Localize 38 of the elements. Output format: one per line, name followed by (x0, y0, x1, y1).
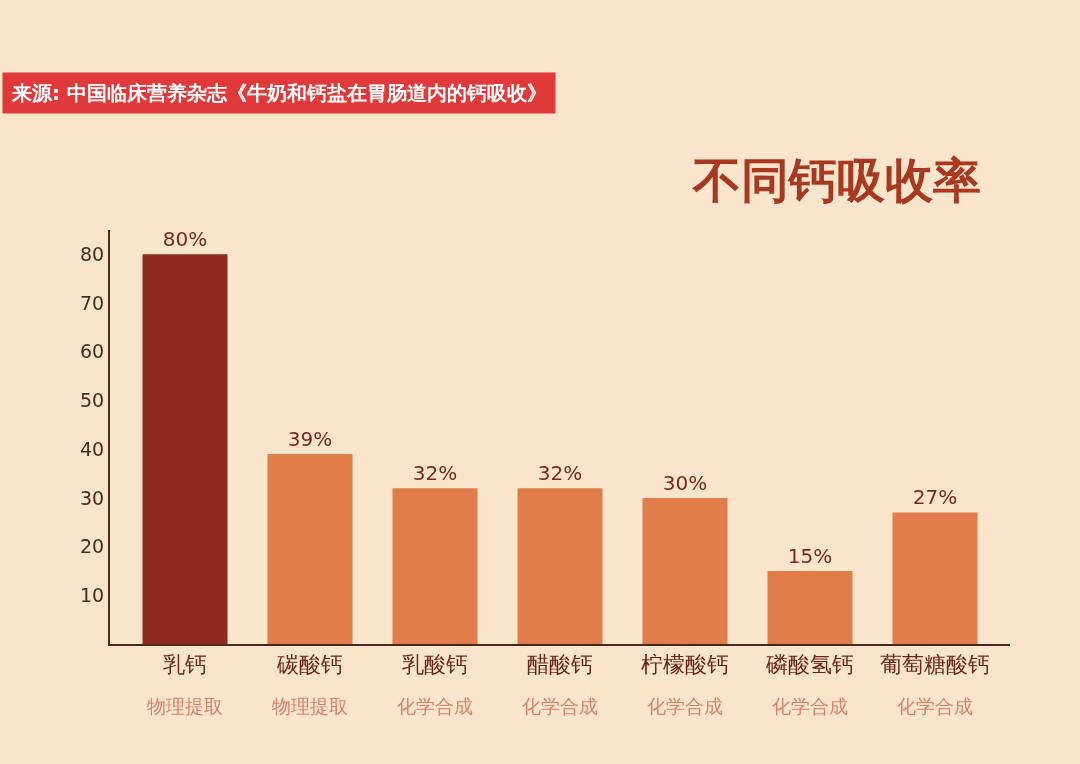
text: 化学合成 (522, 695, 598, 717)
x-tick-label: 乳钙 (163, 652, 207, 678)
text: 化学合成 (397, 695, 473, 717)
y-tick-label: 60 (80, 340, 105, 363)
y-tick-label: 40 (80, 437, 105, 460)
data-label: 30% (662, 470, 708, 495)
bar (267, 454, 353, 644)
y-tick-label: 50 (80, 389, 105, 412)
text: 物理提取 (272, 695, 348, 717)
text: 化学合成 (772, 695, 848, 717)
data-label: 39% (287, 427, 333, 452)
text: 化学合成 (897, 695, 973, 717)
bar (142, 254, 228, 644)
y-tick-label: 20 (80, 535, 105, 558)
data-label: 27% (912, 485, 958, 510)
data-label: 32% (537, 461, 583, 486)
bar (892, 512, 978, 644)
x-tick-label: 醋酸钙 (527, 652, 593, 678)
y-tick-label: 80 (80, 243, 105, 265)
data-label: 15% (787, 543, 833, 568)
text: 化学合成 (647, 695, 723, 717)
text: 物理提取 (147, 695, 223, 717)
data-label: 32% (412, 461, 458, 486)
y-tick-label: 10 (80, 583, 105, 606)
x-tick-label: 碳酸钙 (276, 652, 343, 678)
bar (642, 497, 728, 644)
y-tick-label: 70 (80, 291, 105, 314)
x-tick-label: 柠檬酸钙 (641, 652, 729, 678)
bar (767, 570, 853, 644)
x-tick-label: 乳酸钙 (402, 652, 468, 678)
bar (517, 488, 603, 644)
x-tick-label: 磷酸氢钙 (765, 652, 854, 678)
data-label: 80% (162, 227, 208, 252)
y-tick-label: 30 (80, 486, 105, 509)
source-note: 来源: 中国临床营养杂志《牛奶和钙盐在胃肠道内的钙吸收》 (11, 81, 547, 105)
x-tick-label: 葡萄糖酸钙 (880, 652, 990, 678)
chart-title: 不同钙吸收率 (692, 152, 981, 208)
bar (392, 488, 478, 644)
